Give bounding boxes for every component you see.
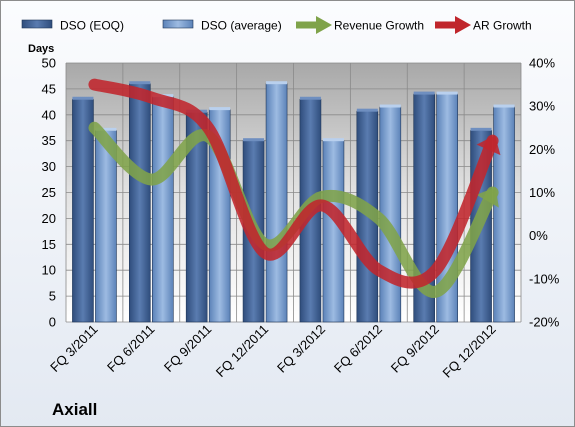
legend-label-dso-average-: DSO (average) [201, 19, 282, 33]
y-left-tick-label: 25 [42, 185, 56, 200]
bar-top [379, 104, 401, 108]
legend-arrow-ar-growth [455, 16, 471, 34]
bar-dso-eoq [72, 98, 94, 323]
y-left-tick-label: 45 [42, 81, 56, 96]
bar-top [436, 91, 458, 95]
bar-top [356, 108, 378, 112]
company-name: Axiall [52, 400, 97, 419]
legend-layer: DSO (EOQ) DSO (average) Revenue Growth AR G… [21, 16, 532, 34]
revenue-growth-arrowhead [476, 187, 499, 208]
bar-top [266, 81, 288, 85]
bar-top [470, 127, 492, 131]
legend-swatch-dso-eoq- [21, 19, 53, 29]
y-left-axis-title: Days [28, 43, 54, 55]
y-left-tick-label: 30 [42, 159, 56, 174]
bar-top [95, 127, 117, 131]
lines-layer [88, 78, 501, 298]
legend-label-dso-eoq-: DSO (EOQ) [60, 19, 124, 33]
bar-top [129, 81, 151, 85]
bar-top [243, 138, 265, 142]
y-left-tick-label: 35 [42, 133, 56, 148]
y-right-tick-label: 30% [529, 99, 555, 114]
bar-top [322, 138, 344, 142]
bar-top [299, 96, 321, 100]
y-right-tick-label: 40% [529, 56, 555, 71]
y-right-tick-label: -20% [529, 315, 560, 330]
y-right-tick-label: 0% [529, 228, 548, 243]
y-left-tick-label: 15 [42, 237, 56, 252]
x-tick-label: FQ 12/2012 [440, 322, 499, 381]
legend-label-ar-growth: AR Growth [473, 19, 532, 33]
bar-top [493, 104, 515, 108]
x-tick-label: FQ 9/2012 [388, 322, 442, 376]
y-right-tick-label: 20% [529, 142, 555, 157]
legend-arrow-revenue-growth [316, 16, 332, 34]
x-tick-label: FQ 3/2012 [274, 322, 328, 376]
y-left-tick-label: 20 [42, 211, 56, 226]
bar-dso-average [95, 130, 117, 323]
legend-label-revenue-growth: Revenue Growth [334, 19, 424, 33]
y-left-tick-label: 10 [42, 263, 56, 278]
x-tick-label: FQ 6/2012 [331, 322, 385, 376]
bar-top [413, 91, 435, 95]
x-tick-label: FQ 3/2011 [47, 322, 100, 375]
x-tick-label: FQ 9/2011 [161, 322, 214, 375]
x-tick-label: FQ 12/2011 [213, 322, 271, 380]
bar-top [209, 107, 231, 111]
bar-dso-average [152, 96, 174, 323]
bar-dso-eoq [129, 83, 151, 323]
x-tick-label: FQ 6/2011 [104, 322, 157, 375]
y-left-tick-label: 0 [49, 315, 56, 330]
y-left-tick-label: 50 [42, 56, 56, 71]
y-right-tick-label: -10% [529, 271, 560, 286]
bar-top [72, 96, 94, 100]
bar-dso-average [265, 83, 288, 323]
y-right-tick-label: 10% [529, 185, 555, 200]
ar-growth-arrowhead [476, 135, 501, 156]
ar-growth-line [88, 78, 499, 289]
y-left-tick-label: 40 [42, 107, 56, 122]
y-left-tick-label: 5 [49, 289, 56, 304]
legend-swatch-dso-average- [162, 19, 194, 29]
